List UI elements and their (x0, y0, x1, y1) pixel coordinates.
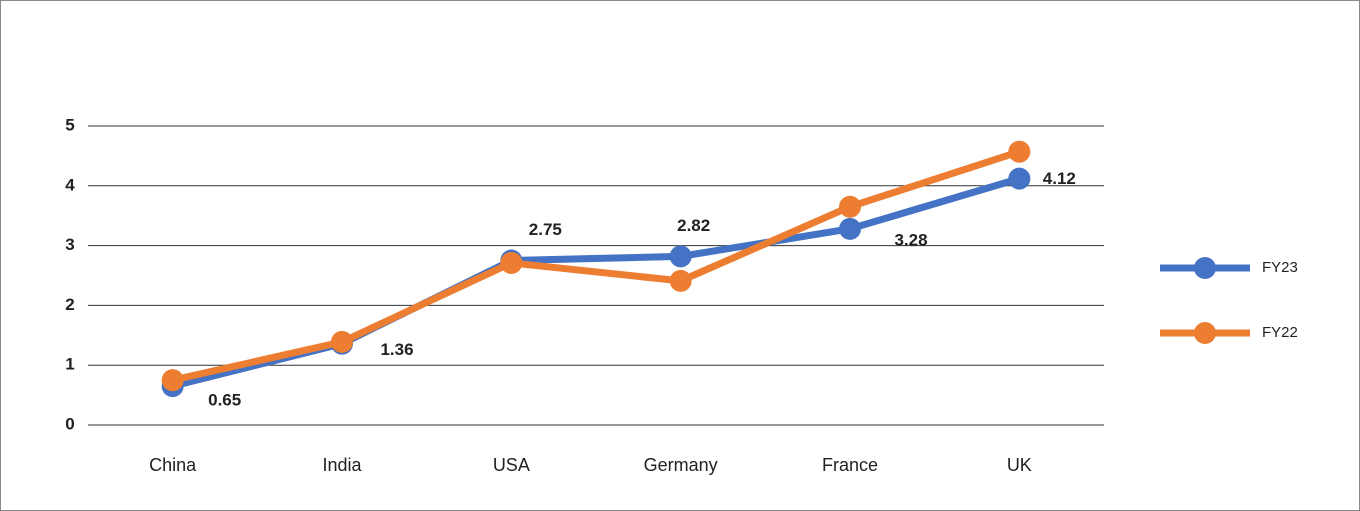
y-tick-label: 1 (65, 355, 74, 374)
data-point (839, 195, 861, 218)
x-tick-label: USA (493, 455, 530, 475)
legend-label: FY23 (1262, 259, 1298, 276)
y-tick-label: 4 (65, 175, 75, 194)
data-label: 2.75 (529, 220, 562, 239)
data-label: 0.65 (208, 391, 241, 410)
x-tick-label: Germany (644, 455, 718, 475)
data-point (1008, 140, 1031, 163)
y-tick-label: 0 (65, 414, 74, 433)
data-label: 3.28 (894, 230, 927, 249)
series-line (171, 148, 1021, 384)
data-label: 1.36 (380, 340, 413, 359)
data-point (839, 217, 861, 240)
x-tick-label: France (822, 455, 878, 475)
data-point (331, 330, 353, 353)
data-point (669, 245, 692, 268)
data-point (1008, 167, 1031, 190)
legend-marker (1194, 257, 1216, 279)
data-label: 2.82 (677, 216, 710, 235)
legend-marker (1194, 322, 1216, 344)
x-tick-label: UK (1007, 455, 1032, 475)
x-tick-label: China (149, 455, 197, 475)
y-tick-label: 2 (65, 295, 74, 314)
legend-label: FY22 (1262, 324, 1298, 341)
y-tick-label: 3 (65, 235, 74, 254)
data-label: 4.12 (1043, 169, 1076, 188)
data-point (500, 251, 523, 274)
data-point (161, 369, 184, 392)
data-point (669, 269, 692, 292)
y-tick-label: 5 (65, 115, 74, 134)
x-tick-label: India (322, 455, 362, 475)
